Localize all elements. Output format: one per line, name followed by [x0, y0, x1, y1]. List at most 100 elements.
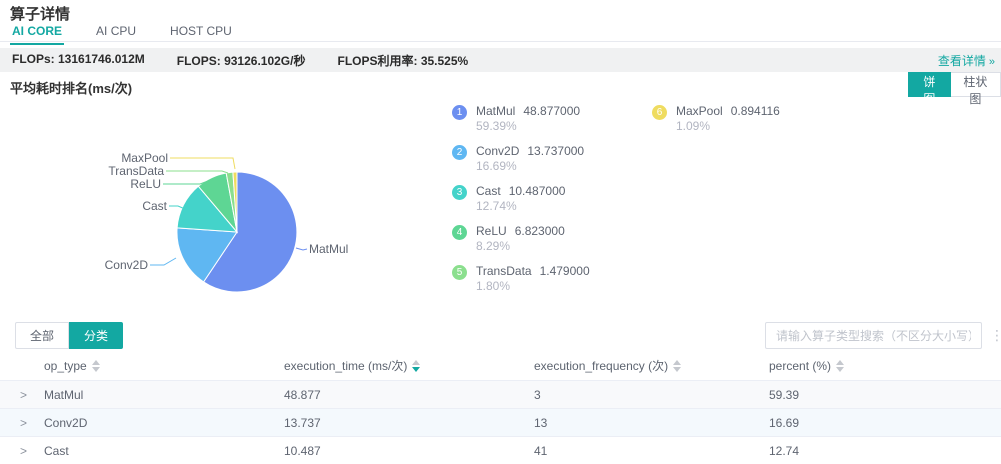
view-details-link[interactable]: 查看详情»: [938, 52, 995, 69]
cell-op_type: Cast: [44, 443, 69, 458]
column-header-execution_time[interactable]: execution_time (ms/次): [284, 357, 534, 374]
legend-rank-badge: 6: [652, 105, 667, 120]
legend-item-percent: 59.39%: [476, 119, 517, 133]
cell-execution_frequency: 3: [534, 387, 541, 402]
table-row[interactable]: > Cast 10.487 41 12.74: [0, 436, 1001, 464]
legend-item-matmul[interactable]: 1 MatMul 48.877000 59.39%: [452, 104, 590, 133]
legend-item-name-value: MaxPool 0.894116: [676, 104, 780, 118]
pie-legend-column-1: 1 MatMul 48.877000 59.39% 2 Conv2D 13.737000 1 6…: [452, 104, 590, 293]
table-body: > MatMul 48.877 3 59.39 > Conv2D 13.737 13 16.69 >…: [0, 380, 1001, 464]
pie-slice-matmul[interactable]: [202, 171, 298, 293]
expand-chevron-icon[interactable]: >: [20, 387, 28, 402]
tab-bar-divider: [0, 41, 1001, 42]
cell-execution_time: 10.487: [284, 443, 321, 458]
sort-icon[interactable]: [412, 359, 421, 372]
tab-ai-core[interactable]: AI CORE: [10, 22, 65, 45]
legend-item-relu[interactable]: 4 ReLU 6.823000 8.29%: [452, 224, 590, 253]
legend-item-name-value: Conv2D 13.737000: [476, 144, 584, 158]
pie-label-conv2d: Conv2D: [105, 258, 149, 272]
chart-type-toggle: 饼图 柱状图: [908, 72, 1001, 106]
legend-item-name: TransData: [476, 264, 532, 278]
flops-metric: FLOPS利用率: 35.525%: [337, 53, 469, 68]
legend-item-name: MaxPool: [676, 104, 723, 118]
pie-label-transdata: TransData: [108, 164, 164, 178]
legend-rank-badge: 3: [452, 185, 467, 200]
legend-item-text: Cast 10.487000 12.74%: [476, 184, 565, 213]
pie-label-maxpool: MaxPool: [121, 151, 168, 165]
legend-item-cast[interactable]: 3 Cast 10.487000 12.74%: [452, 184, 590, 213]
sort-desc-icon: [673, 366, 682, 372]
chart-toggle-pie[interactable]: 饼图: [908, 72, 951, 106]
table-options-icon[interactable]: ⋮: [990, 327, 1001, 343]
cell-execution_frequency: 41: [534, 443, 548, 458]
chart-toggle-bar[interactable]: 柱状图: [950, 72, 1001, 106]
sort-icon[interactable]: [673, 359, 682, 372]
cell-op_type: MatMul: [44, 387, 84, 402]
double-chevron-right-icon: »: [988, 55, 995, 68]
legend-item-value: 6.823000: [514, 224, 565, 238]
cell-execution_time: 13.737: [284, 415, 321, 430]
column-header-percent[interactable]: percent (%): [769, 359, 1001, 373]
column-header-label: execution_frequency (次): [534, 359, 669, 373]
expand-chevron-icon[interactable]: >: [20, 443, 28, 458]
column-header-label: op_type: [44, 358, 87, 373]
legend-rank-badge: 1: [452, 105, 467, 120]
legend-item-maxpool[interactable]: 6 MaxPool 0.894116 1.09%: [652, 104, 780, 133]
legend-item-text: MaxPool 0.894116 1.09%: [676, 104, 780, 133]
legend-item-name: ReLU: [476, 224, 507, 238]
legend-item-value: 48.877000: [523, 104, 581, 118]
legend-item-value: 0.894116: [730, 104, 780, 118]
legend-item-name-value: MatMul 48.877000: [476, 104, 580, 118]
flops-metrics: FLOPs: 13161746.012M FLOPS: 93126.102G/秒 F…: [12, 52, 468, 69]
sort-icon[interactable]: [91, 359, 100, 372]
flops-bar: FLOPs: 13161746.012M FLOPS: 93126.102G/秒 F…: [0, 48, 1001, 72]
table-row[interactable]: > MatMul 48.877 3 59.39: [0, 380, 1001, 408]
legend-item-value: 13.737000: [527, 144, 585, 158]
column-header-label: execution_time (ms/次): [284, 359, 408, 373]
pie-leader-line-maxpool: [170, 157, 236, 170]
sort-asc-icon: [836, 359, 845, 365]
expand-cell: >: [0, 444, 44, 458]
sort-desc-icon: [836, 366, 845, 372]
legend-item-name-value: ReLU 6.823000: [476, 224, 565, 238]
legend-item-conv2d[interactable]: 2 Conv2D 13.737000 16.69%: [452, 144, 590, 173]
tab-ai-cpu[interactable]: AI CPU: [96, 24, 137, 38]
tab-bar: AI CORE AI CPU HOST CPU: [10, 22, 234, 45]
operator-table: op_type execution_time (ms/次) execution_fr…: [0, 351, 1001, 464]
legend-item-transdata[interactable]: 5 TransData 1.479000 1.80%: [452, 264, 590, 293]
pie-slice-conv2d[interactable]: [176, 227, 238, 283]
pie-label-relu: ReLU: [130, 177, 161, 191]
cell-percent: 12.74: [769, 443, 800, 458]
legend-item-name: Conv2D: [476, 144, 520, 158]
expand-chevron-icon[interactable]: >: [20, 415, 28, 430]
flops-metric: FLOPS: 93126.102G/秒: [176, 53, 306, 68]
legend-item-name-value: TransData 1.479000: [476, 264, 590, 278]
table-header: op_type execution_time (ms/次) execution_fr…: [0, 351, 1001, 380]
legend-item-name: Cast: [476, 184, 501, 198]
legend-rank-badge: 4: [452, 225, 467, 240]
legend-rank-badge: 5: [452, 265, 467, 280]
filter-button-category[interactable]: 分类: [69, 322, 124, 349]
legend-item-name: MatMul: [476, 104, 516, 118]
legend-rank-badge: 2: [452, 145, 467, 160]
sort-icon[interactable]: [836, 359, 845, 372]
page-title: 算子详情: [10, 6, 71, 23]
legend-item-name-value: Cast 10.487000: [476, 184, 565, 198]
filter-button-all[interactable]: 全部: [15, 322, 70, 349]
cell-percent: 16.69: [769, 415, 800, 430]
tab-host-cpu[interactable]: HOST CPU: [170, 24, 232, 38]
expand-cell: >: [0, 388, 44, 402]
column-header-execution_frequency[interactable]: execution_frequency (次): [534, 357, 769, 374]
pie-label-cast: Cast: [142, 199, 167, 213]
search-input[interactable]: [765, 322, 982, 349]
cell-execution_frequency: 13: [534, 415, 548, 430]
table-row[interactable]: > Conv2D 13.737 13 16.69: [0, 408, 1001, 436]
cell-execution_time: 48.877: [284, 387, 321, 402]
column-header-op_type[interactable]: op_type: [44, 359, 284, 373]
sort-asc-icon: [91, 359, 100, 365]
pie-slice-maxpool[interactable]: [232, 171, 238, 233]
legend-item-percent: 12.74%: [476, 199, 517, 213]
pie-leader-line-transdata: [166, 170, 229, 174]
sort-asc-icon: [412, 359, 421, 365]
